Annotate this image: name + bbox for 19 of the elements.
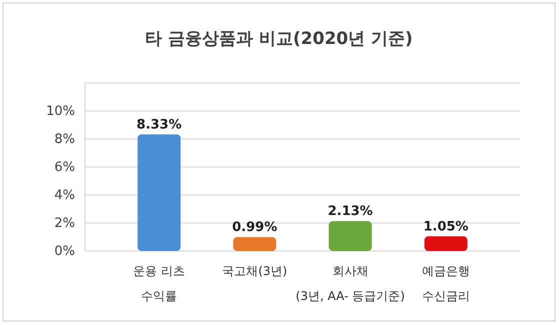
x-tick-label: 국고채(3년) — [222, 264, 288, 278]
y-tick-label: 4% — [54, 188, 75, 204]
chart-title: 타 금융상품과 비교(2020년 기준) — [145, 29, 413, 49]
y-tick-label: 2% — [54, 216, 75, 232]
bar — [138, 134, 181, 251]
data-label: 0.99% — [232, 220, 278, 236]
y-tick-label: 0% — [54, 244, 75, 260]
bar — [233, 237, 276, 251]
y-tick-label: 10% — [46, 104, 75, 120]
data-label: 2.13% — [328, 204, 373, 220]
bar — [424, 236, 468, 251]
x-tick-label: 예금은행 수신금리 — [422, 264, 470, 303]
bar — [328, 221, 372, 251]
y-tick-label: 6% — [54, 160, 75, 176]
data-label: 1.05% — [423, 219, 468, 234]
x-tick-label: 회사채 (3년, AA- 등급기준) — [296, 264, 405, 303]
x-tick-label: 운용 리츠 수익률 — [133, 264, 186, 303]
y-tick-label: 8% — [54, 132, 75, 148]
data-label: 8.33% — [136, 117, 182, 132]
